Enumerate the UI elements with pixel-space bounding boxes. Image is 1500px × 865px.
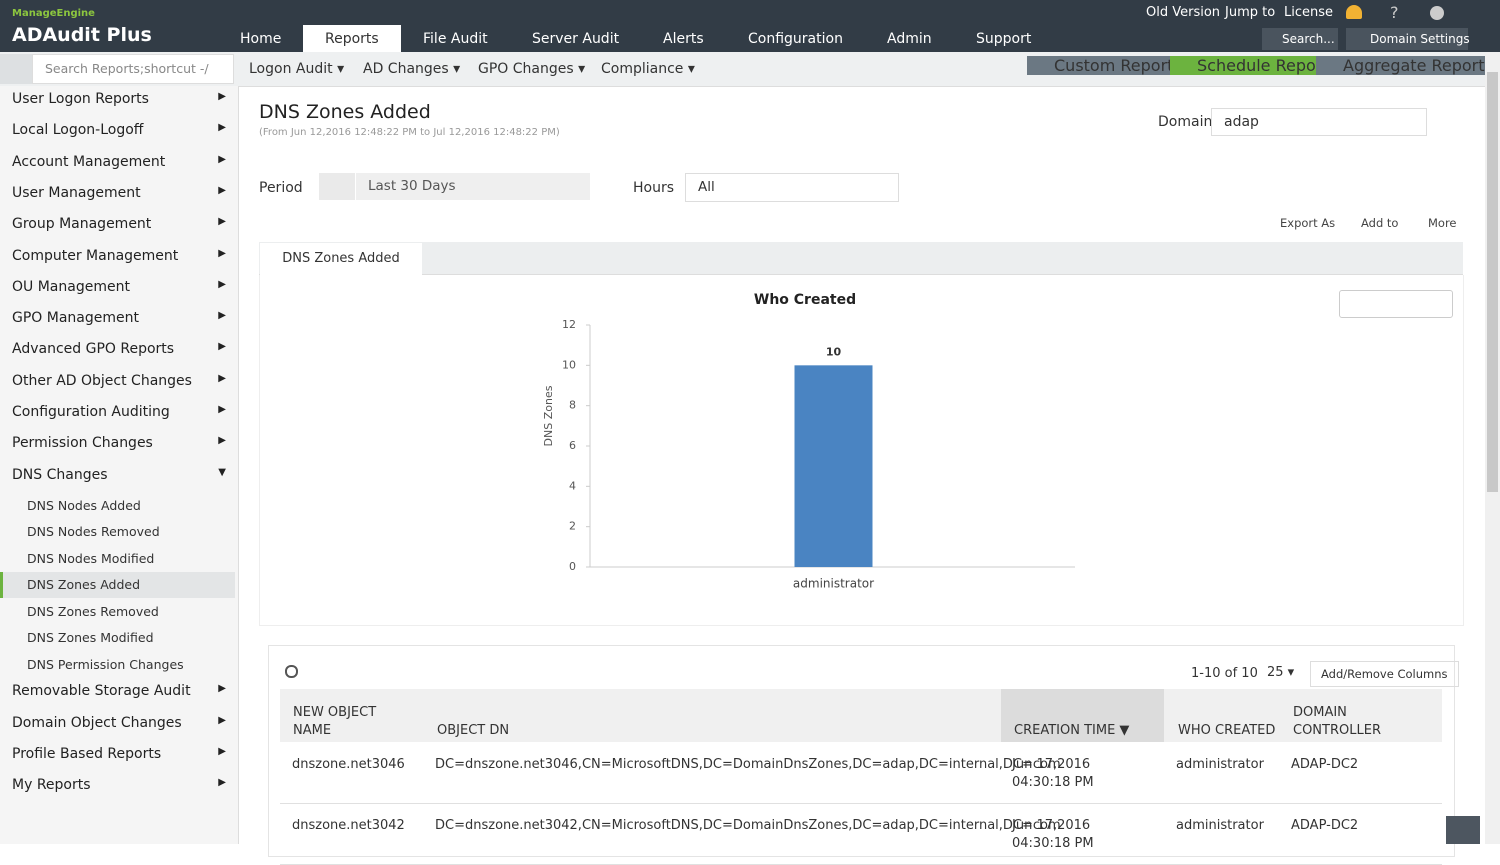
top-link[interactable]: Old Version: [1146, 5, 1221, 20]
sidebar-subitem[interactable]: DNS Nodes Modified: [27, 550, 155, 566]
column-header[interactable]: WHO CREATED: [1178, 723, 1276, 738]
menu-dropdown[interactable]: GPO Changes ▾: [478, 61, 586, 77]
sidebar-item[interactable]: User Management ▶: [12, 184, 226, 201]
period-icon-box: [319, 173, 355, 200]
period-label: Period: [259, 180, 303, 196]
table-cell: ADAP-DC2: [1291, 818, 1359, 833]
sidebar-item[interactable]: User Logon Reports ▶: [12, 91, 226, 107]
nav-tab[interactable]: Alerts: [663, 31, 704, 47]
sidebar-item[interactable]: Computer Management ▶: [12, 247, 226, 264]
sidebar-item[interactable]: DNS Changes ▼: [12, 466, 226, 483]
nav-tab[interactable]: Support: [976, 31, 1032, 47]
sidebar: User Logon Reports ▶ Local Logon-Logoff ▶ Ac…: [0, 86, 239, 844]
sidebar-item[interactable]: Permission Changes ▶: [12, 435, 226, 452]
sidebar-subitem[interactable]: DNS Zones Modified: [27, 630, 154, 646]
search-button[interactable]: Search...: [1262, 28, 1338, 50]
report-title: DNS Zones Added: [259, 101, 431, 123]
table-cell: administrator: [1176, 757, 1264, 772]
chart-tools[interactable]: [1339, 290, 1453, 318]
alert-icon[interactable]: [1346, 5, 1362, 19]
report-action[interactable]: Add to: [1361, 216, 1399, 230]
sidebar-item[interactable]: Local Logon-Logoff ▶: [12, 122, 226, 139]
report-tab[interactable]: DNS Zones Added: [260, 243, 422, 275]
top-link[interactable]: Jump to: [1225, 5, 1276, 20]
tab-strip: [259, 242, 1463, 275]
domain-select[interactable]: adap: [1211, 108, 1427, 136]
column-header[interactable]: OBJECT DN: [437, 723, 510, 738]
column-header[interactable]: NEW OBJECT NAME: [293, 705, 377, 738]
sidebar-item[interactable]: OU Management ▶: [12, 278, 226, 295]
table-cell: DC=dnszone.net3042,CN=MicrosoftDNS,DC=Do…: [435, 818, 1061, 833]
table-cell: Jun 17,2016 04:30:18 PM: [1012, 818, 1094, 851]
nav-tab[interactable]: Admin: [887, 31, 932, 47]
sidebar-item[interactable]: Group Management ▶: [12, 216, 226, 233]
report-action[interactable]: More: [1428, 216, 1457, 230]
report-button[interactable]: Custom Reports: [1027, 56, 1182, 75]
help-icon[interactable]: ?: [1390, 3, 1399, 22]
domain-settings-button[interactable]: Domain Settings: [1346, 28, 1470, 50]
menu-dropdown[interactable]: Logon Audit ▾: [249, 61, 345, 77]
toolbar: Search Reports;shortcut -/ Logon Audit ▾ A…: [0, 52, 1493, 87]
sidebar-item[interactable]: Profile Based Reports ▶: [12, 746, 226, 762]
sidebar-subitem[interactable]: DNS Nodes Added: [27, 497, 141, 513]
nav-tab[interactable]: Reports: [303, 25, 401, 52]
table-cell: dnszone.net3046: [292, 757, 405, 772]
sidebar-item[interactable]: Configuration Auditing ▶: [12, 404, 226, 420]
header: ManageEngine ADAudit Plus Old Version Jump …: [0, 0, 1500, 52]
page-size[interactable]: 25 ▾: [1267, 665, 1295, 680]
table-header-bg: [280, 689, 1442, 742]
table-cell: dnszone.net3042: [292, 818, 405, 833]
report-button[interactable]: Aggregate Reports: [1316, 56, 1493, 75]
table-cell: administrator: [1176, 818, 1264, 833]
period-select[interactable]: Last 30 Days: [356, 173, 590, 200]
sidebar-item[interactable]: Other AD Object Changes ▶: [12, 372, 226, 389]
table-cell: ADAP-DC2: [1291, 757, 1359, 772]
sidebar-item[interactable]: My Reports ▶: [12, 777, 226, 794]
menu-dropdown[interactable]: AD Changes ▾: [363, 61, 461, 77]
report-range: (From Jun 12,2016 12:48:22 PM to Jul 12,…: [259, 127, 560, 138]
search-icon-box: [0, 54, 32, 84]
nav-tab[interactable]: Configuration: [748, 31, 843, 47]
sidebar-subitem[interactable]: DNS Zones Added: [0, 572, 235, 599]
brand-small: ManageEngine: [12, 8, 95, 19]
sidebar-item[interactable]: GPO Management ▶: [12, 310, 226, 327]
sidebar-item[interactable]: Account Management ▶: [12, 153, 226, 170]
report-action[interactable]: Export As: [1280, 216, 1336, 230]
table-cell: DC=dnszone.net3046,CN=MicrosoftDNS,DC=Do…: [435, 757, 1061, 772]
sidebar-item[interactable]: Domain Object Changes ▶: [12, 714, 226, 731]
sidebar-subitem[interactable]: DNS Nodes Removed: [27, 524, 160, 540]
menu-dropdown[interactable]: Compliance ▾: [601, 61, 695, 77]
nav-tab[interactable]: File Audit: [423, 31, 488, 47]
brand: ADAudit Plus: [12, 24, 152, 46]
nav-tab[interactable]: Home: [240, 31, 282, 47]
sidebar-item[interactable]: Removable Storage Audit ▶: [12, 683, 226, 700]
domain-label: Domain: [1158, 114, 1213, 130]
chat-button[interactable]: [1446, 816, 1480, 844]
row-divider: [280, 803, 1442, 804]
hours-label: Hours: [633, 180, 675, 196]
report-search-input[interactable]: Search Reports;shortcut -/: [32, 54, 234, 84]
column-header[interactable]: CREATION TIME ▼: [1014, 723, 1130, 738]
nav-tab[interactable]: Server Audit: [532, 31, 620, 47]
chart-panel-border: [259, 275, 1464, 626]
sidebar-item[interactable]: Advanced GPO Reports ▶: [12, 341, 226, 358]
report-button[interactable]: Schedule Reports: [1170, 56, 1337, 75]
table-cell: Jun 17,2016 04:30:18 PM: [1012, 757, 1094, 790]
column-header[interactable]: DOMAIN CONTROLLER: [1293, 705, 1381, 738]
sidebar-subitem[interactable]: DNS Permission Changes: [27, 656, 184, 672]
add-columns-button[interactable]: Add/Remove Columns: [1310, 661, 1459, 687]
top-link[interactable]: License: [1284, 5, 1334, 20]
record-count: 1-10 of 10: [1191, 666, 1258, 681]
user-icon[interactable]: [1430, 6, 1444, 20]
sidebar-subitem[interactable]: DNS Zones Removed: [27, 603, 159, 619]
hours-select[interactable]: All: [685, 173, 899, 202]
scrollbar: [1485, 52, 1500, 844]
table-search-icon[interactable]: [285, 665, 298, 678]
sorted-header-bg: [1001, 689, 1164, 742]
